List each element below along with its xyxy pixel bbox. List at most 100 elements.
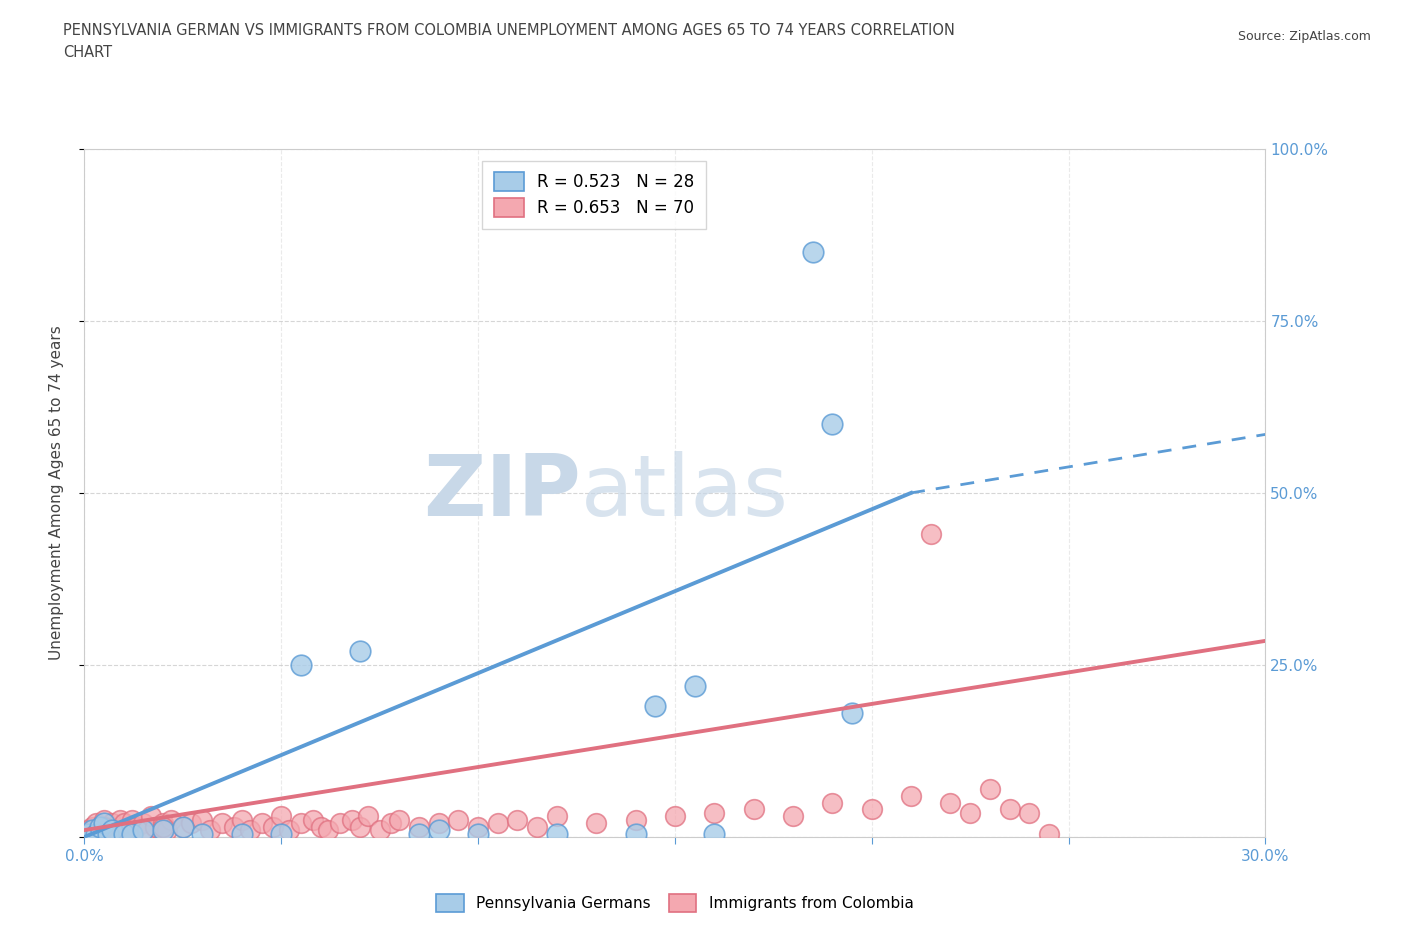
Point [121, 813, 143, 828]
Point [239, 823, 262, 838]
Point [82, 819, 104, 834]
Point [821, 417, 844, 432]
Point [546, 809, 568, 824]
Legend: R = 0.523   N = 28, R = 0.653   N = 70: R = 0.523 N = 28, R = 0.653 N = 70 [482, 161, 706, 229]
Text: atlas: atlas [581, 451, 789, 535]
Point [340, 813, 363, 828]
Point [467, 826, 489, 841]
Point [112, 826, 135, 841]
Point [152, 816, 174, 830]
Point [97, 826, 120, 841]
Point [141, 809, 163, 824]
Point [427, 823, 450, 838]
Y-axis label: Unemployment Among Ages 65 to 74 years: Unemployment Among Ages 65 to 74 years [49, 326, 63, 660]
Point [408, 819, 430, 834]
Point [585, 816, 607, 830]
Point [939, 795, 962, 810]
Point [143, 819, 166, 834]
Point [93, 813, 115, 828]
Point [467, 819, 489, 834]
Point [349, 644, 371, 658]
Point [112, 823, 135, 838]
Point [82, 823, 104, 838]
Point [368, 823, 391, 838]
Point [117, 823, 139, 838]
Point [546, 826, 568, 841]
Point [108, 813, 131, 828]
Point [211, 816, 233, 830]
Point [290, 816, 312, 830]
Point [998, 802, 1021, 817]
Point [486, 816, 509, 830]
Point [703, 805, 725, 820]
Point [191, 813, 214, 828]
Point [270, 826, 292, 841]
Text: ZIP: ZIP [423, 451, 581, 535]
Point [644, 698, 666, 713]
Point [97, 819, 120, 834]
Point [89, 819, 111, 834]
Point [191, 826, 214, 841]
Point [357, 809, 380, 824]
Point [172, 819, 194, 834]
Point [152, 819, 174, 834]
Point [624, 826, 647, 841]
Point [262, 819, 284, 834]
Text: PENNSYLVANIA GERMAN VS IMMIGRANTS FROM COLOMBIA UNEMPLOYMENT AMONG AGES 65 TO 74: PENNSYLVANIA GERMAN VS IMMIGRANTS FROM C… [63, 23, 955, 38]
Point [84, 826, 107, 841]
Point [132, 816, 155, 830]
Point [920, 526, 942, 541]
Point [447, 813, 470, 828]
Point [664, 809, 686, 824]
Point [427, 816, 450, 830]
Point [380, 816, 402, 830]
Point [152, 823, 174, 838]
Point [290, 658, 312, 672]
Point [329, 816, 352, 830]
Point [200, 823, 222, 838]
Point [93, 816, 115, 830]
Point [231, 813, 253, 828]
Point [301, 813, 323, 828]
Point [89, 823, 111, 838]
Point [900, 789, 922, 804]
Point [801, 245, 824, 259]
Point [231, 826, 253, 841]
Point [979, 781, 1001, 796]
Point [318, 823, 340, 838]
Point [309, 819, 332, 834]
Point [278, 823, 301, 838]
Point [860, 802, 883, 817]
Point [101, 816, 124, 830]
Text: Source: ZipAtlas.com: Source: ZipAtlas.com [1237, 30, 1371, 43]
Point [93, 819, 115, 834]
Point [172, 819, 194, 834]
Point [104, 823, 127, 838]
Point [526, 819, 548, 834]
Point [112, 816, 135, 830]
Point [222, 819, 245, 834]
Point [408, 826, 430, 841]
Point [821, 795, 844, 810]
Point [84, 816, 107, 830]
Point [270, 809, 292, 824]
Point [742, 802, 765, 817]
Point [250, 816, 273, 830]
Point [121, 826, 143, 841]
Point [959, 805, 981, 820]
Point [156, 823, 179, 838]
Point [782, 809, 804, 824]
Point [132, 823, 155, 838]
Point [180, 816, 202, 830]
Point [506, 813, 529, 828]
Point [160, 813, 183, 828]
Point [101, 823, 124, 838]
Point [703, 826, 725, 841]
Point [683, 678, 706, 693]
Point [388, 813, 411, 828]
Text: CHART: CHART [63, 45, 112, 60]
Point [77, 823, 100, 838]
Point [77, 826, 100, 841]
Legend: Pennsylvania Germans, Immigrants from Colombia: Pennsylvania Germans, Immigrants from Co… [430, 888, 920, 918]
Point [1038, 826, 1060, 841]
